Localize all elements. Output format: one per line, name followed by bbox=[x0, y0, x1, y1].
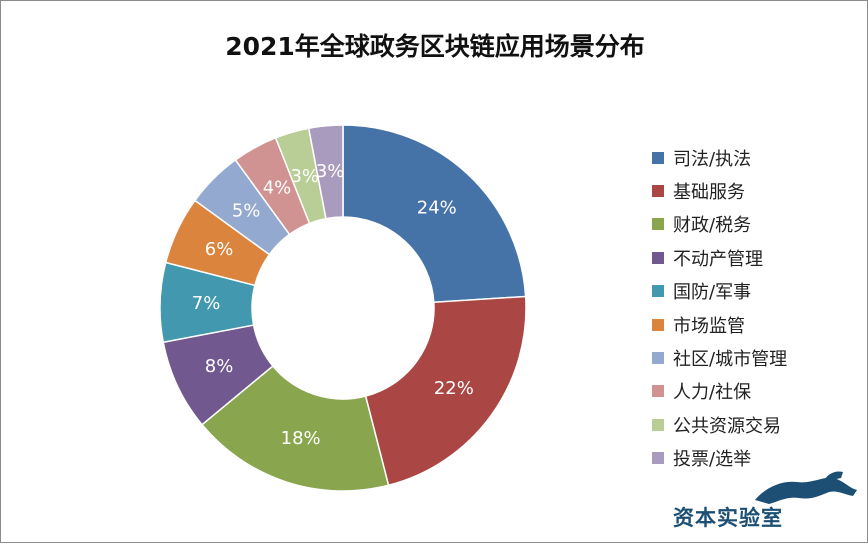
slice-data-label-4: 8% bbox=[205, 356, 234, 377]
legend-label: 基础服务 bbox=[673, 182, 745, 204]
slice-data-label-3: 18% bbox=[281, 428, 321, 449]
slice-data-label-1: 24% bbox=[417, 198, 457, 219]
legend-item-7: 社区/城市管理 bbox=[652, 341, 787, 374]
legend-item-2: 基础服务 bbox=[652, 174, 787, 207]
legend-label: 司法/执法 bbox=[673, 148, 752, 170]
legend-item-4: 不动产管理 bbox=[652, 241, 787, 274]
legend-swatch bbox=[652, 185, 664, 198]
legend-item-1: 司法/执法 bbox=[652, 141, 787, 174]
legend-label: 投票/选举 bbox=[673, 449, 752, 471]
donut-slice-2 bbox=[364, 295, 527, 487]
watermark-text: 资本实验室 bbox=[673, 506, 783, 530]
slice-data-label-9: 3% bbox=[290, 166, 319, 187]
legend-item-8: 人力/社保 bbox=[652, 375, 787, 408]
legend-label: 人力/社保 bbox=[673, 382, 752, 404]
legend-label: 社区/城市管理 bbox=[673, 349, 788, 371]
legend-swatch bbox=[652, 251, 664, 264]
slice-data-label-7: 5% bbox=[232, 201, 261, 222]
legend-label: 市场监管 bbox=[673, 315, 745, 337]
legend-swatch bbox=[652, 318, 664, 331]
legend-swatch bbox=[652, 285, 664, 298]
slice-data-label-5: 7% bbox=[192, 293, 221, 314]
donut-slice-1 bbox=[342, 124, 527, 304]
legend-item-10: 投票/选举 bbox=[652, 442, 787, 475]
legend-label: 不动产管理 bbox=[673, 248, 763, 270]
chart-legend: 司法/执法基础服务财政/税务不动产管理国防/军事市场监管社区/城市管理 人力/社保… bbox=[652, 141, 787, 475]
panther-logo-icon bbox=[755, 471, 857, 504]
legend-item-9: 公共资源交易 bbox=[652, 408, 787, 441]
legend-swatch bbox=[652, 151, 664, 164]
legend-item-5: 国防/军事 bbox=[652, 275, 787, 308]
legend-label: 国防/军事 bbox=[673, 282, 752, 304]
brand-watermark: 资本实验室 bbox=[673, 466, 863, 536]
legend-swatch bbox=[652, 352, 664, 365]
slice-data-label-6: 6% bbox=[205, 239, 234, 260]
legend-label: 财政/税务 bbox=[673, 215, 752, 237]
legend-swatch bbox=[652, 418, 664, 431]
slice-data-label-10: 3% bbox=[316, 161, 345, 182]
legend-swatch bbox=[652, 218, 664, 231]
slice-data-label-8: 4% bbox=[263, 177, 292, 198]
legend-label: 公共资源交易 bbox=[673, 415, 781, 437]
legend-swatch bbox=[652, 385, 664, 398]
donut-slice-3 bbox=[200, 364, 390, 492]
legend-item-3: 财政/税务 bbox=[652, 208, 787, 241]
legend-item-6: 市场监管 bbox=[652, 308, 787, 341]
chart-title: 2021年全球政务区块链应用场景分布 bbox=[225, 32, 645, 61]
slice-data-label-2: 22% bbox=[434, 378, 474, 399]
legend-swatch bbox=[652, 452, 664, 465]
donut-slice-10 bbox=[307, 124, 344, 220]
